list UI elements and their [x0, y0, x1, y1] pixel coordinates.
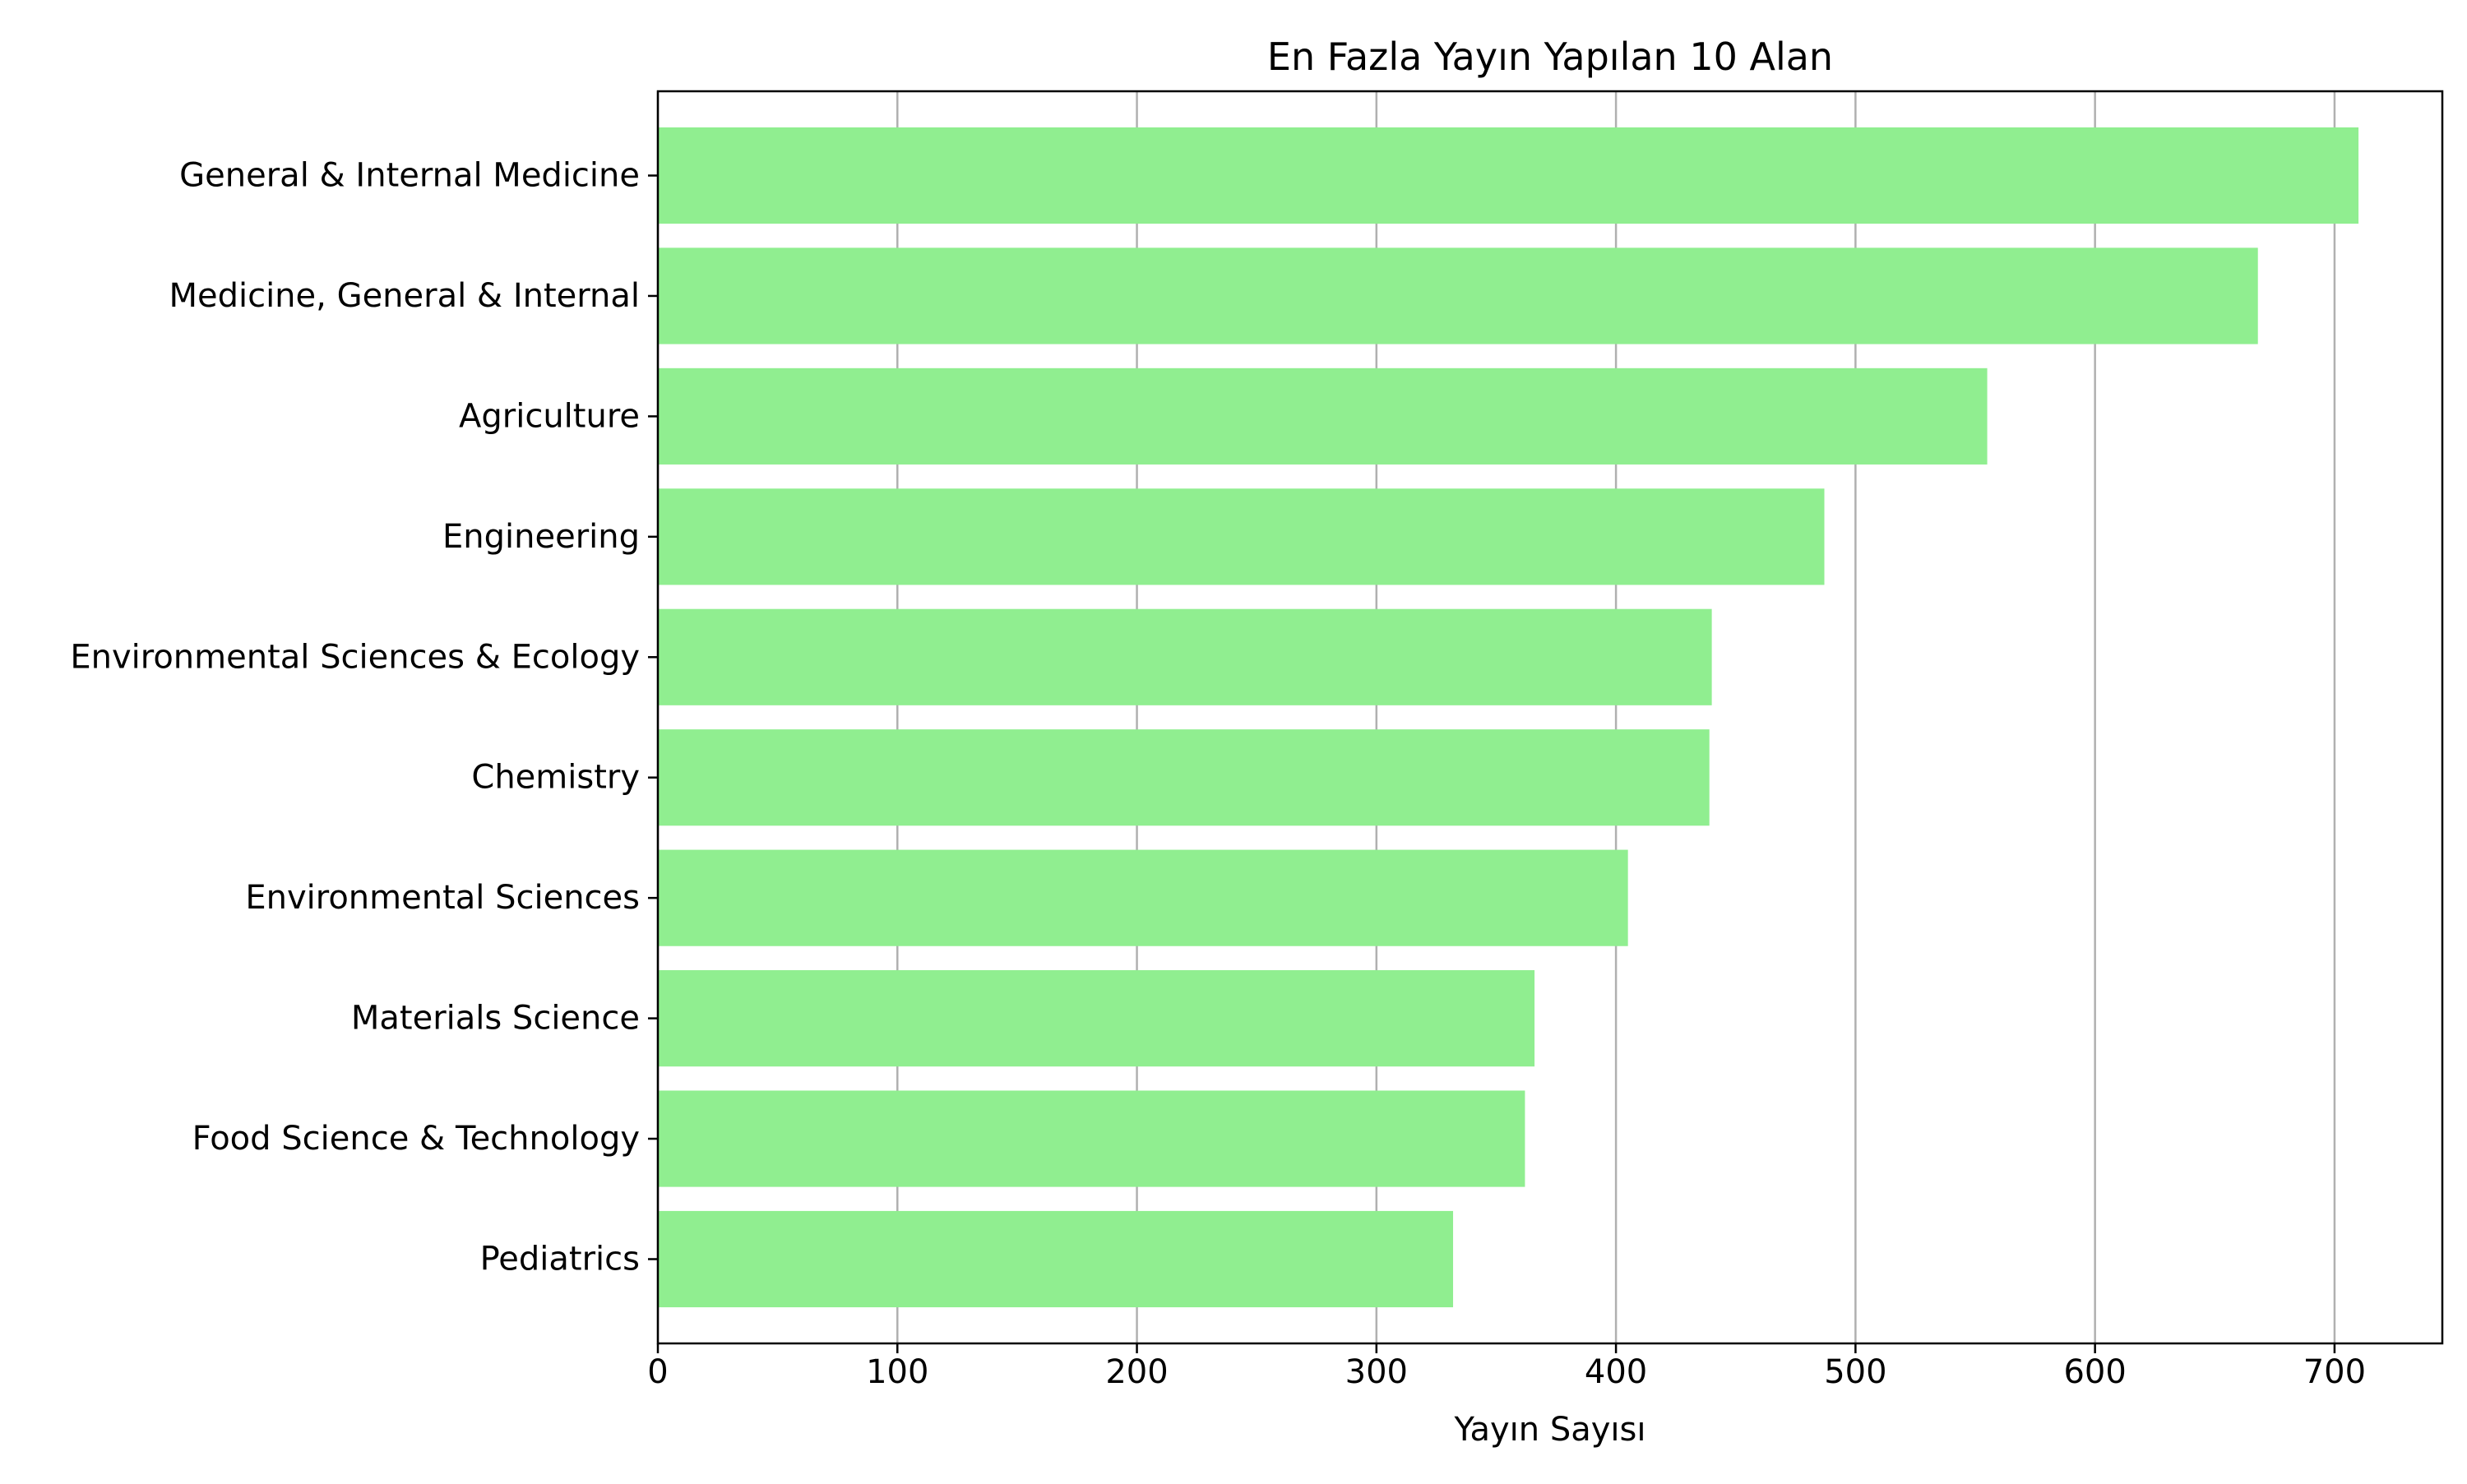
bar — [658, 488, 1825, 585]
y-tick-label: Environmental Sciences — [245, 879, 640, 917]
x-tick-label: 600 — [2063, 1353, 2126, 1391]
chart-title: En Fazla Yayın Yapılan 10 Alan — [1267, 35, 1833, 79]
bar — [658, 1090, 1525, 1187]
bar — [658, 368, 1988, 465]
bar — [658, 608, 1712, 705]
y-tick-label: General & Internal Medicine — [179, 157, 640, 195]
axes-frame — [656, 90, 2444, 1345]
x-axis-ticks: 0 100 200 300 400 500 600 700 — [647, 1343, 2366, 1391]
y-tick-label: Pediatrics — [480, 1240, 640, 1278]
bars — [658, 127, 2359, 1308]
bar — [658, 127, 2359, 224]
bar — [658, 247, 2258, 344]
x-tick-label: 700 — [2303, 1353, 2366, 1391]
bar — [658, 849, 1628, 946]
y-axis-ticks: General & Internal Medicine Medicine, Gen… — [70, 157, 658, 1278]
bar — [658, 970, 1535, 1067]
x-axis-label: Yayın Sayısı — [1454, 1411, 1646, 1449]
bar — [658, 1210, 1454, 1308]
y-tick-label: Engineering — [442, 518, 640, 556]
x-tick-label: 400 — [1585, 1353, 1647, 1391]
x-tick-label: 500 — [1824, 1353, 1886, 1391]
y-tick-label: Materials Science — [351, 1000, 640, 1038]
x-tick-label: 200 — [1105, 1353, 1168, 1391]
x-tick-label: 300 — [1345, 1353, 1408, 1391]
y-tick-label: Chemistry — [471, 759, 640, 797]
bar — [658, 729, 1710, 826]
y-tick-label: Environmental Sciences & Ecology — [70, 638, 640, 676]
y-tick-label: Agriculture — [459, 397, 640, 435]
y-tick-label: Medicine, General & Internal — [169, 277, 640, 315]
x-tick-label: 0 — [647, 1353, 668, 1391]
x-tick-label: 100 — [866, 1353, 928, 1391]
y-tick-label: Food Science & Technology — [192, 1120, 640, 1158]
